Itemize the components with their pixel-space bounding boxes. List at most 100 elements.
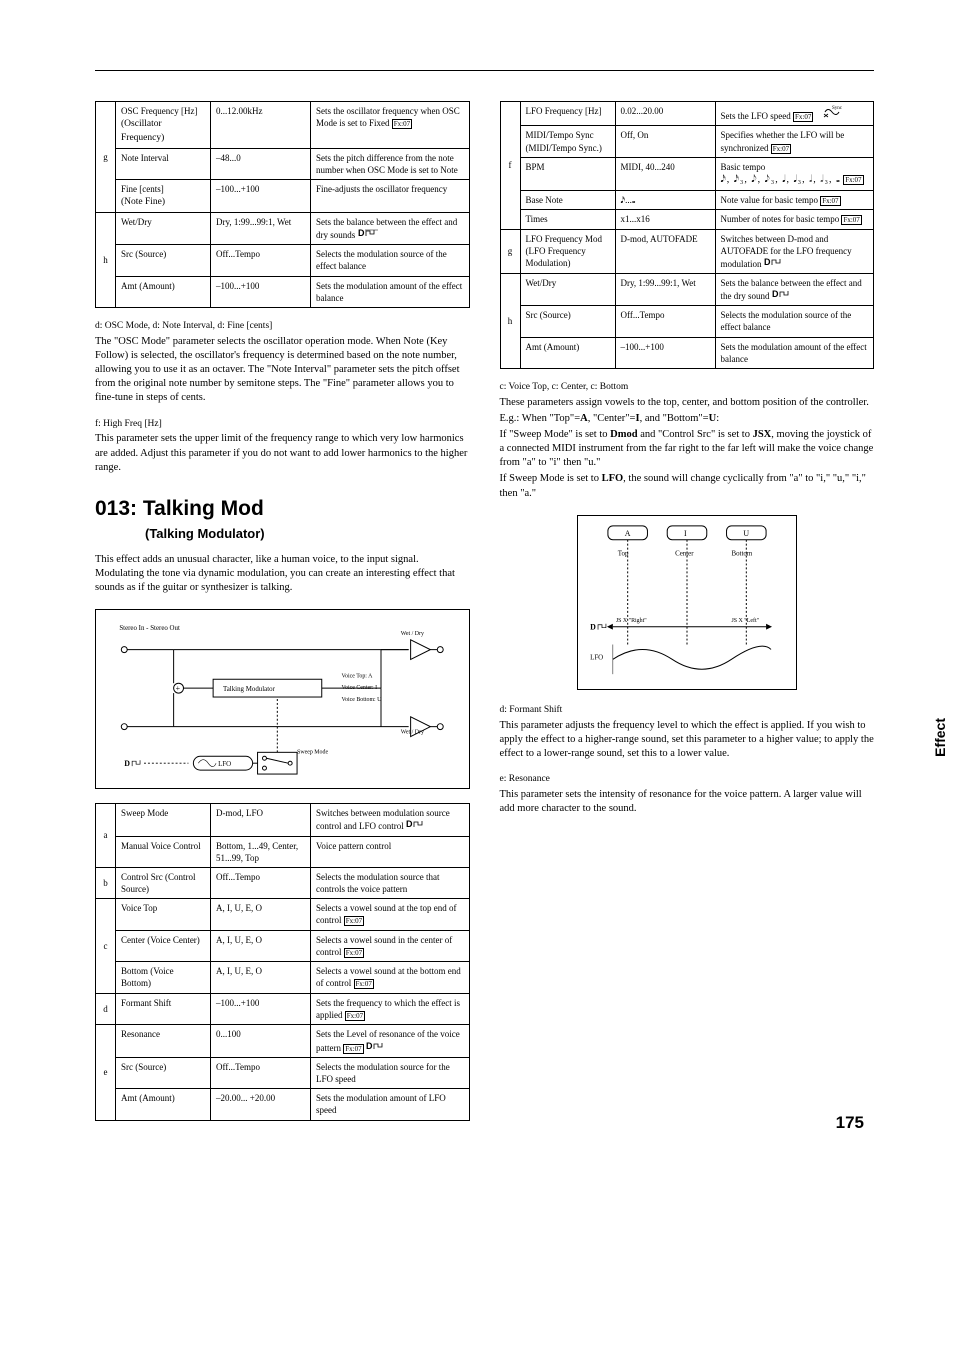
param-range: Dry, 1:99...99:1, Wet (211, 213, 311, 245)
effect-title: 013: Talking Mod (95, 495, 470, 523)
lbl-jsx-left: JS X "Left" (731, 617, 759, 624)
param-desc: Sets the frequency to which the effect i… (316, 998, 460, 1020)
diag-label: Stereo In - Stereo Out (119, 625, 180, 632)
param-table-f: f LFO Frequency [Hz] 0.02...20.00 Sets t… (500, 101, 875, 369)
param-range: Off...Tempo (211, 1057, 311, 1088)
param-name: Sweep Mode (116, 804, 211, 836)
param-range: –100...+100 (211, 993, 311, 1025)
para-f-body: This parameter sets the upper limit of t… (95, 432, 470, 475)
t: , "Center"= (588, 413, 636, 424)
param-name: Fine [cents] (121, 184, 164, 194)
param-table-main: a Sweep Mode D-mod, LFO Switches between… (95, 803, 470, 1120)
b: JSX (753, 429, 772, 440)
param-name: LFO Frequency [Hz] (520, 102, 615, 126)
param-name: Base Note (520, 190, 615, 209)
lbl-center: Center (675, 550, 694, 557)
param-name: Times (520, 210, 615, 229)
para-c-head: c: Voice Top, c: Center, c: Bottom (500, 381, 875, 394)
diag-wetdry2: Wet / Dry (401, 730, 424, 736)
svg-text:D: D (366, 1041, 373, 1051)
param-name: Amt (Amount) (116, 276, 211, 307)
intro-text: This effect adds an unusual character, l… (95, 553, 470, 596)
fx-icon: Fx:07 (392, 119, 412, 129)
para-c-body3: If "Sweep Mode" is set to Dmod and "Cont… (500, 428, 875, 471)
para-d-head: d: OSC Mode, d: Note Interval, d: Fine [… (95, 320, 470, 333)
fx-icon: Fx:07 (354, 979, 374, 989)
param-range: Off...Tempo (615, 306, 715, 337)
diag-vbottom: Voice Bottom: U (342, 697, 383, 703)
two-column-layout: g OSC Frequency [Hz](Oscillator Frequenc… (95, 101, 874, 1135)
param-range: D-mod, AUTOFADE (615, 229, 715, 273)
param-table-g: g OSC Frequency [Hz](Oscillator Frequenc… (95, 101, 470, 308)
fx-icon: Fx:07 (343, 1044, 363, 1054)
svg-text:D: D (772, 289, 779, 299)
diag-dmod: D (124, 759, 130, 768)
vowel-svg: A I U Top Center Bottom D JS X "Righ (578, 516, 796, 689)
param-desc: Sets the modulation amount of the effect… (715, 337, 874, 368)
para-e-body: This parameter sets the intensity of res… (500, 788, 875, 816)
param-name: Resonance (116, 1025, 211, 1058)
param-name: OSC Frequency [Hz] (121, 106, 197, 116)
param-name: Bottom (Voice Bottom) (121, 966, 174, 988)
para-c-body1: These parameters assign vowels to the to… (500, 396, 875, 410)
diag-vcenter: Voice Center: I (342, 685, 378, 691)
param-desc: Selects a vowel sound at the bottom end … (316, 966, 461, 988)
param-name: MIDI/Tempo Sync (MIDI/Tempo Sync.) (526, 130, 602, 152)
param-range: –100...+100 (211, 180, 311, 213)
param-name: Src (Source) (520, 306, 615, 337)
table-body: g OSC Frequency [Hz](Oscillator Frequenc… (96, 102, 470, 308)
note-range: 𝅘𝅥𝅯...𝅝 (621, 195, 636, 205)
lbl-top: Top (618, 550, 629, 557)
t: E.g.: When "Top"= (500, 413, 581, 424)
param-desc: Basic tempo (721, 162, 766, 172)
lbl-a: A (624, 529, 630, 538)
param-name: Amt (Amount) (520, 337, 615, 368)
svg-text:+: + (176, 684, 181, 693)
param-desc: Sets the Level of resonance of the voice… (316, 1029, 460, 1052)
param-name: Wet/Dry (520, 273, 615, 305)
param-sub: (Oscillator Frequency) (121, 119, 164, 143)
param-range: Off...Tempo (211, 245, 311, 276)
dmod-icon: D (772, 291, 794, 301)
param-range: MIDI, 40...240 (615, 158, 715, 191)
svg-text:Sweep Mode: Sweep Mode (297, 750, 328, 756)
param-desc: Sets the oscillator frequency when OSC M… (316, 106, 460, 128)
param-range: Dry, 1:99...99:1, Wet (615, 273, 715, 305)
para-e-head: e: Resonance (500, 773, 875, 786)
param-name: Amt (Amount) (116, 1089, 211, 1120)
param-name: BPM (520, 158, 615, 191)
diag-vtop: Voice Top: A (342, 674, 374, 680)
svg-text:D: D (358, 228, 365, 238)
param-desc: Selects a vowel sound at the top end of … (316, 903, 456, 925)
lbl-bottom: Bottom (731, 550, 752, 557)
param-desc: Number of notes for basic tempo (721, 214, 840, 224)
param-desc: Fine-adjusts the oscillator frequency (311, 180, 470, 213)
top-rule (95, 70, 874, 71)
param-desc: Voice pattern control (311, 836, 470, 867)
lbl-u: U (743, 529, 749, 538)
param-desc: Sets the LFO speed (721, 111, 791, 121)
fx-icon: Fx:07 (793, 112, 813, 122)
diag-talkmod: Talking Modulator (223, 686, 276, 693)
left-column: g OSC Frequency [Hz](Oscillator Frequenc… (95, 101, 470, 1135)
note-icons: 𝅘𝅥𝅯, 𝅘𝅥𝅯₃, 𝅘𝅥𝅮, 𝅘𝅥𝅮₃, 𝅘𝅥, 𝅘𝅥₃, 𝅗𝅥, 𝅗𝅥₃, … (721, 174, 841, 185)
param-range: 0...12.00kHz (211, 102, 311, 149)
param-range: D-mod, LFO (211, 804, 311, 836)
svg-text:Sync: Sync (832, 106, 842, 111)
param-desc: Sets the pitch difference from the note … (311, 148, 470, 179)
param-range: –100...+100 (615, 337, 715, 368)
lbl-jsx-right: JS X "Right" (616, 618, 647, 624)
sidebar-tab: Effect (927, 710, 954, 765)
param-range: A, I, U, E, O (211, 962, 311, 994)
effect-subtitle: (Talking Modulator) (95, 525, 470, 543)
param-range: 0.02...20.00 (615, 102, 715, 126)
param-range: –48...0 (211, 148, 311, 179)
lbl-lfo: LFO (590, 654, 603, 661)
param-desc: Selects the modulation source for the LF… (311, 1057, 470, 1088)
diag-lfo: LFO (218, 761, 231, 768)
param-range: –100...+100 (211, 276, 311, 307)
param-name: Control Src (Control Source) (121, 872, 196, 894)
b: LFO (602, 473, 624, 484)
para-f-head: f: High Freq [Hz] (95, 418, 470, 431)
t: and "Control Src" is set to (638, 429, 753, 440)
